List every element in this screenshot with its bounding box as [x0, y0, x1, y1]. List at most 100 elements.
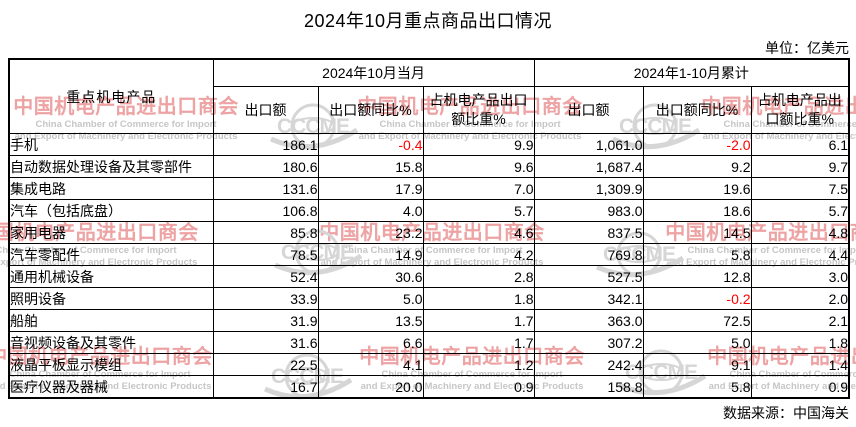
- export-value-cum-cell: 342.1: [533, 287, 644, 310]
- yoy-oct-cell: 4.1: [317, 353, 424, 376]
- export-value-oct-cell: 16.7: [212, 375, 319, 399]
- share-cum-cell: 0.9: [750, 375, 850, 399]
- yoy-cum-cell: 5.0: [642, 331, 752, 354]
- share-oct-cell: 7.0: [422, 177, 535, 200]
- table-row: 音视频设备及其零件 31.6 6.6 1.7 307.2 5.0 1.8: [8, 331, 850, 354]
- yoy-oct-cell: 4.0: [317, 199, 424, 222]
- table-row: 汽车（包括底盘） 106.8 4.0 5.7 983.0 18.6 5.7: [8, 199, 850, 222]
- group-header-october: 2024年10月当月: [212, 58, 535, 87]
- yoy-oct-cell: 6.6: [317, 331, 424, 354]
- export-value-cum-cell: 837.5: [533, 221, 644, 244]
- share-oct-cell: 9.6: [422, 155, 535, 178]
- product-name-cell: 通用机械设备: [8, 265, 214, 288]
- yoy-oct-cell: 17.9: [317, 177, 424, 200]
- subheader-yoy-oct: 出口额同比%: [317, 86, 424, 134]
- source-note: 数据来源：中国海关: [723, 405, 849, 421]
- table-row: 自动数据处理设备及其零部件 180.6 15.8 9.6 1,687.4 9.2…: [8, 155, 850, 178]
- product-name-cell: 自动数据处理设备及其零部件: [8, 155, 214, 178]
- yoy-oct-cell: -0.4: [317, 133, 424, 156]
- share-oct-cell: 1.2: [422, 353, 535, 376]
- share-cum-cell: 7.5: [750, 177, 850, 200]
- yoy-cum-cell: -0.2: [642, 287, 752, 310]
- share-cum-cell: 6.1: [750, 133, 850, 156]
- share-cum-cell: 5.7: [750, 199, 850, 222]
- product-name-cell: 照明设备: [8, 287, 214, 310]
- product-name-cell: 汽车（包括底盘）: [8, 199, 214, 222]
- table-row: 液晶平板显示模组 22.5 4.1 1.2 242.4 9.1 1.4: [8, 353, 850, 376]
- yoy-cum-cell: 19.6: [642, 177, 752, 200]
- product-name-cell: 家用电器: [8, 221, 214, 244]
- share-cum-cell: 4.4: [750, 243, 850, 266]
- yoy-cum-cell: 9.2: [642, 155, 752, 178]
- page-title: 2024年10月重点商品出口情况: [303, 11, 553, 31]
- product-name-cell: 手机: [8, 133, 214, 156]
- export-value-oct-cell: 186.1: [212, 133, 319, 156]
- unit-note: 单位：亿美元: [765, 40, 849, 56]
- share-oct-cell: 4.2: [422, 243, 535, 266]
- table-row: 医疗仪器及器械 16.7 20.0 0.9 158.8 5.8 0.9: [8, 375, 850, 399]
- export-value-cum-cell: 769.8: [533, 243, 644, 266]
- table-row: 汽车零配件 78.5 14.9 4.2 769.8 5.8 4.4: [8, 243, 850, 266]
- yoy-oct-cell: 13.5: [317, 309, 424, 332]
- share-cum-cell: 9.7: [750, 155, 850, 178]
- share-cum-cell: 1.4: [750, 353, 850, 376]
- yoy-oct-cell: 14.9: [317, 243, 424, 266]
- yoy-cum-cell: 12.8: [642, 265, 752, 288]
- share-oct-cell: 1.8: [422, 287, 535, 310]
- yoy-cum-cell: 14.5: [642, 221, 752, 244]
- table-row: 照明设备 33.9 5.0 1.8 342.1 -0.2 2.0: [8, 287, 850, 310]
- group-header-row: 重点机电产品 2024年10月当月 2024年1-10月累计: [8, 58, 850, 134]
- share-oct-cell: 9.9: [422, 133, 535, 156]
- export-value-oct-cell: 31.9: [212, 309, 319, 332]
- yoy-oct-cell: 23.2: [317, 221, 424, 244]
- export-value-oct-cell: 106.8: [212, 199, 319, 222]
- export-value-oct-cell: 52.4: [212, 265, 319, 288]
- yoy-cum-cell: -2.0: [642, 133, 752, 156]
- export-value-cum-cell: 242.4: [533, 353, 644, 376]
- export-value-cum-cell: 158.8: [533, 375, 644, 399]
- export-value-oct-cell: 22.5: [212, 353, 319, 376]
- product-name-cell: 医疗仪器及器械: [8, 375, 214, 399]
- share-cum-cell: 3.0: [750, 265, 850, 288]
- share-cum-cell: 4.8: [750, 221, 850, 244]
- table-row: 船舶 31.9 13.5 1.7 363.0 72.5 2.1: [8, 309, 850, 332]
- export-value-cum-cell: 1,309.9: [533, 177, 644, 200]
- yoy-oct-cell: 20.0: [317, 375, 424, 399]
- share-oct-cell: 2.8: [422, 265, 535, 288]
- product-name-cell: 液晶平板显示模组: [8, 353, 214, 376]
- export-value-cum-cell: 1,687.4: [533, 155, 644, 178]
- export-value-oct-cell: 31.6: [212, 331, 319, 354]
- export-table: 重点机电产品 2024年10月当月 2024年1-10月累计 出口额 出口额同比…: [8, 58, 851, 399]
- yoy-cum-cell: 5.8: [642, 375, 752, 399]
- yoy-oct-cell: 30.6: [317, 265, 424, 288]
- table-row: 通用机械设备 52.4 30.6 2.8 527.5 12.8 3.0: [8, 265, 850, 288]
- share-oct-cell: 1.7: [422, 331, 535, 354]
- yoy-cum-cell: 9.1: [642, 353, 752, 376]
- share-oct-cell: 1.7: [422, 309, 535, 332]
- col-header-product: 重点机电产品: [8, 58, 214, 134]
- export-value-oct-cell: 85.8: [212, 221, 319, 244]
- subheader-yoy-cum: 出口额同比%: [642, 86, 752, 134]
- product-name-cell: 汽车零配件: [8, 243, 214, 266]
- yoy-cum-cell: 18.6: [642, 199, 752, 222]
- share-oct-cell: 5.7: [422, 199, 535, 222]
- product-name-cell: 音视频设备及其零件: [8, 331, 214, 354]
- table-row: 家用电器 85.8 23.2 4.6 837.5 14.5 4.8: [8, 221, 850, 244]
- table-row: 集成电路 131.6 17.9 7.0 1,309.9 19.6 7.5: [8, 177, 850, 200]
- export-value-cum-cell: 1,061.0: [533, 133, 644, 156]
- yoy-oct-cell: 15.8: [317, 155, 424, 178]
- share-oct-cell: 4.6: [422, 221, 535, 244]
- subheader-share-oct: 占机电产品出口额比重%: [422, 86, 535, 134]
- export-value-oct-cell: 131.6: [212, 177, 319, 200]
- yoy-cum-cell: 5.8: [642, 243, 752, 266]
- share-cum-cell: 2.0: [750, 287, 850, 310]
- group-header-cumulative: 2024年1-10月累计: [533, 58, 850, 87]
- product-name-cell: 船舶: [8, 309, 214, 332]
- export-value-cum-cell: 307.2: [533, 331, 644, 354]
- yoy-cum-cell: 72.5: [642, 309, 752, 332]
- export-value-oct-cell: 180.6: [212, 155, 319, 178]
- subheader-export-value-oct: 出口额: [212, 86, 319, 134]
- subheader-export-value-cum: 出口额: [533, 86, 644, 134]
- export-value-cum-cell: 527.5: [533, 265, 644, 288]
- table-row: 手机 186.1 -0.4 9.9 1,061.0 -2.0 6.1: [8, 133, 850, 156]
